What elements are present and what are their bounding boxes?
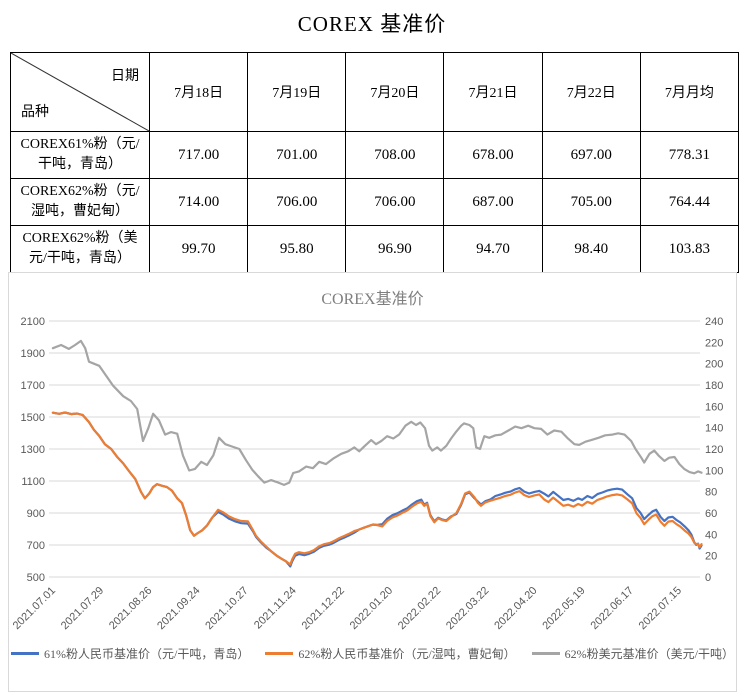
price-table: 日期 品种 7月18日 7月19日 7月20日 7月21日 7月22日 7月月均 COREX6… (10, 52, 740, 273)
table-cell-value: 764.44 (639, 178, 740, 226)
series-line-2 (51, 339, 703, 486)
left-axis-tick-label: 1300 (21, 444, 45, 456)
right-axis-tick-label: 180 (705, 380, 723, 392)
page-title: COREX 基准价 (297, 12, 447, 36)
left-axis-tick-label: 900 (27, 508, 45, 520)
price-table-head: 日期 品种 7月18日 7月19日 7月20日 7月21日 7月22日 7月月均 (10, 52, 740, 132)
chart-legend: 61%粉人民币基准价（元/干吨，青岛） 62%粉人民币基准价（元/湿吨，曹妃甸） 6… (9, 645, 736, 662)
x-axis-label: 2022.03.22 (444, 585, 491, 632)
table-cell-value: 687.00 (443, 178, 543, 226)
legend-swatch (10, 652, 39, 655)
left-axis-tick-label: 2100 (21, 316, 45, 328)
x-axis-label: 2022.05.19 (540, 585, 587, 632)
table-row: COREX62%粉（元/湿吨，曹妃甸） 714.00 706.00 706.00 687… (10, 178, 740, 226)
legend-swatch (265, 652, 294, 655)
x-axis-label: 2021.10.27 (203, 585, 250, 632)
x-axis-label: 2021.07.29 (59, 585, 106, 632)
table-cell-value: 714.00 (148, 178, 249, 226)
right-axis-tick-label: 120 (705, 444, 723, 456)
table-cell-value: 98.40 (541, 225, 641, 273)
table-header-cell: 7月月均 (639, 52, 740, 132)
right-axis-tick-label: 140 (705, 423, 723, 435)
row-label: COREX62%粉（元/湿吨，曹妃甸） (10, 178, 150, 226)
row-label: COREX62%粉（美元/干吨，青岛） (10, 225, 150, 273)
table-header-cell: 7月21日 (443, 52, 543, 132)
legend-label: 62%粉人民币基准价（元/湿吨，曹妃甸） (298, 647, 516, 661)
right-axis-tick-label: 20 (705, 551, 717, 563)
right-axis-tick-label: 80 (705, 487, 717, 499)
legend-label: 61%粉人民币基准价（元/干吨，青岛） (43, 647, 250, 661)
table-cell-value: 99.70 (148, 225, 249, 273)
price-table-body: COREX61%粉（元/干吨，青岛） 717.00 701.00 708.00 678.… (10, 131, 740, 273)
chart-svg: 2100 1900 1700 1500 1300 1100 900 700 500 240 220 2… (11, 316, 724, 632)
legend-swatch (531, 652, 560, 655)
left-axis-tick-label: 700 (27, 540, 45, 552)
left-axis-tick-label: 1900 (21, 348, 45, 360)
table-cell-value: 678.00 (443, 131, 543, 179)
right-axis-tick-label: 0 (705, 572, 711, 584)
left-axis-tick-label: 500 (27, 572, 45, 584)
right-axis-tick-label: 40 (705, 529, 717, 541)
x-axis-label: 2022.04.20 (492, 585, 539, 632)
table-cell-value: 96.90 (345, 225, 445, 273)
table-cell-value: 708.00 (345, 131, 445, 179)
table-header-cell: 7月20日 (345, 52, 445, 132)
x-axis-label: 2021.08.26 (107, 585, 154, 632)
right-axis-tick-label: 240 (705, 316, 723, 328)
x-axis-label: 2021.07.01 (11, 585, 58, 632)
right-axis-tick-label: 200 (705, 359, 723, 371)
corner-label-kind: 品种 (21, 105, 49, 120)
x-axis-label: 2021.12.22 (300, 585, 347, 632)
table-cell-value: 701.00 (247, 131, 347, 179)
x-axis-label: 2021.09.24 (155, 585, 202, 632)
right-axis-tick-label: 160 (705, 401, 723, 413)
table-corner-cell: 日期品种 (10, 52, 150, 132)
x-axis-label: 2022.07.15 (637, 585, 684, 632)
left-axis-tick-label: 1100 (21, 476, 45, 488)
table-cell-value: 95.80 (247, 225, 347, 273)
right-axis-tick-label: 220 (705, 337, 723, 349)
corner-label-date: 日期 (111, 69, 139, 84)
chart-title: COREX基准价 (321, 291, 424, 308)
table-header-cell: 7月19日 (247, 52, 347, 132)
diagonal-line (11, 53, 149, 131)
legend-item: 62%粉人民币基准价（元/湿吨，曹妃甸） (265, 645, 516, 662)
left-axis-tick-label: 1500 (21, 412, 45, 424)
table-header-cell: 7月18日 (148, 52, 249, 132)
legend-item: 62%粉美元基准价（美元/干吨） (531, 645, 735, 662)
table-row: COREX61%粉（元/干吨，青岛） 717.00 701.00 708.00 678.… (10, 131, 740, 179)
left-axis-tick-label: 1700 (21, 380, 45, 392)
right-axis-tick-label: 100 (705, 465, 723, 477)
table-cell-value: 705.00 (541, 178, 641, 226)
series-line-1 (51, 411, 703, 566)
legend-item: 61%粉人民币基准价（元/干吨，青岛） (10, 645, 250, 662)
table-cell-value: 706.00 (345, 178, 445, 226)
table-header-cell: 7月22日 (541, 52, 641, 132)
legend-label: 62%粉美元基准价（美元/干吨） (564, 647, 735, 661)
x-axis-label: 2022.02.22 (396, 585, 443, 632)
x-axis-label: 2022.01.20 (348, 585, 395, 632)
x-axis-label: 2022.06.17 (589, 585, 636, 632)
table-cell-value: 717.00 (148, 131, 249, 179)
table-cell-value: 103.83 (639, 225, 740, 273)
table-cell-value: 94.70 (443, 225, 543, 273)
row-label: COREX61%粉（元/干吨，青岛） (10, 131, 150, 179)
table-cell-value: 706.00 (247, 178, 347, 226)
table-cell-value: 778.31 (639, 131, 740, 179)
right-axis-tick-label: 60 (705, 508, 717, 520)
chart-area: COREX基准价 2100 1900 1700 1500 1300 1100 900 700 5… (8, 272, 737, 692)
x-axis-label: 2021.11.24 (252, 585, 299, 632)
table-cell-value: 697.00 (541, 131, 641, 179)
table-row: COREX62%粉（美元/干吨，青岛） 99.70 95.80 96.90 94.70 9… (10, 225, 740, 273)
